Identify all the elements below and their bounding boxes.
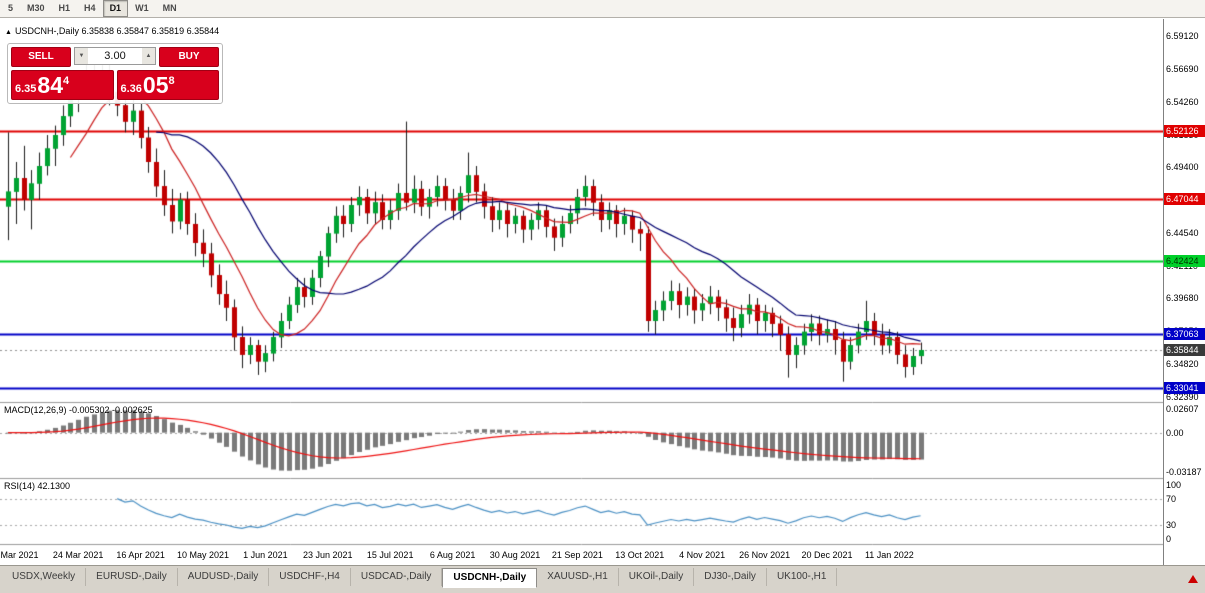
price-axis-label: 6.34820 — [1166, 358, 1199, 369]
timeframe-button-H4[interactable]: H4 — [84, 3, 96, 13]
chart-tab-usdchf-h4[interactable]: USDCHF-,H4 — [269, 568, 351, 586]
timeframe-button-M30[interactable]: M30 — [27, 3, 45, 13]
sell-button[interactable]: SELL — [11, 47, 71, 67]
chart-symbol-label: USDCNH-,Daily — [14, 26, 79, 36]
ask-price-small: 6.36 — [120, 83, 142, 95]
date-axis-label: 4 Nov 2021 — [679, 550, 726, 560]
timeframe-button-H1[interactable]: H1 — [58, 3, 71, 13]
timeframe-button-W1[interactable]: W1 — [135, 3, 149, 13]
chart-tab-usdx-weekly[interactable]: USDX,Weekly — [2, 568, 87, 586]
volume-decrease-icon[interactable]: ▼ — [75, 48, 88, 64]
price-axis-label: 6.56690 — [1166, 64, 1199, 75]
chart-tab-dj30-daily[interactable]: DJ30-,Daily — [694, 568, 767, 586]
price-axis-label: 6.32390 — [1166, 391, 1199, 402]
price-axis-label: 0.00 — [1166, 427, 1184, 438]
date-axis-label: 13 Oct 2021 — [615, 550, 665, 560]
date-axis-label: 16 Apr 2021 — [116, 550, 165, 560]
date-axis-label: 11 Jan 2022 — [864, 550, 914, 560]
chart-ohlc-values: 6.35838 6.35847 6.35819 6.35844 — [81, 26, 220, 36]
hline-price-badge: 6.52126 — [1164, 124, 1205, 137]
price-axis-label: -0.03187 — [1166, 467, 1202, 477]
chart-title: ▲ USDCNH-,Daily 6.35838 6.35847 6.35819 6… — [5, 26, 219, 36]
price-axis-label: 6.59120 — [1166, 31, 1199, 42]
ask-price-button[interactable]: 6.36 05 8 — [116, 70, 219, 100]
date-axis-label: 20 Dec 2021 — [801, 550, 853, 560]
timeframe-button-5[interactable]: 5 — [8, 3, 14, 13]
price-axis-label: 6.54260 — [1166, 96, 1199, 107]
bid-price-button[interactable]: 6.35 84 4 — [11, 70, 114, 100]
timeframe-button-D1[interactable]: D1 — [102, 0, 129, 17]
price-axis-label: 6.39680 — [1166, 293, 1199, 304]
ask-price-big: 05 — [142, 72, 169, 98]
rsi-indicator-label: RSI(14) 42.1300 — [4, 481, 71, 491]
chart-tab-audusd-daily[interactable]: AUDUSD-,Daily — [178, 568, 270, 586]
hline-price-badge: 6.37063 — [1164, 327, 1205, 340]
price-axis-label: 0 — [1166, 534, 1172, 544]
chart-tab-xauusd-h1[interactable]: XAUUSD-,H1 — [537, 568, 619, 586]
date-axis-label: 23 Jun 2021 — [303, 550, 353, 560]
price-axis-label: 6.44540 — [1166, 227, 1199, 238]
date-axis-label: 10 May 2021 — [176, 550, 230, 560]
chart-tab-ukoil-daily[interactable]: UKOil-,Daily — [619, 568, 695, 586]
price-axis-label: 100 — [1166, 480, 1182, 490]
date-axis-label: 1 Jun 2021 — [243, 550, 288, 560]
buy-button[interactable]: BUY — [159, 47, 219, 67]
hline-price-badge: 6.47044 — [1164, 193, 1205, 206]
one-click-panel-toggle-icon[interactable]: ▲ — [5, 29, 12, 36]
tabs-overflow-icon[interactable] — [1188, 575, 1198, 583]
date-axis-label: 24 Mar 2021 — [52, 550, 104, 560]
current-price-badge: 6.35844 — [1164, 344, 1205, 357]
date-axis-label: 15 Jul 2021 — [366, 550, 414, 560]
bid-price-small: 6.35 — [15, 83, 37, 95]
timeframe-toolbar: 5 M30 H1 H4 D1 W1 MN — [0, 0, 1205, 18]
price-axis-label: 70 — [1166, 493, 1177, 504]
chart-area: ▲ USDCNH-,Daily 6.35838 6.35847 6.35819 6… — [0, 19, 1163, 565]
date-axis-label: 21 Sep 2021 — [551, 550, 603, 560]
volume-input[interactable]: 3.00 — [104, 50, 126, 62]
ask-price-sup: 8 — [168, 75, 175, 87]
timeframe-button-MN[interactable]: MN — [162, 3, 177, 13]
macd-indicator-label: MACD(12,26,9) -0.005302 -0.002625 — [4, 405, 153, 415]
date-axis-label: 30 Aug 2021 — [489, 550, 541, 560]
bid-price-sup: 4 — [63, 75, 70, 87]
date-axis-label: 2 Mar 2021 — [0, 550, 39, 560]
one-click-trading-panel: SELL ▼ 3.00 ▲ BUY 6.35 84 4 6.36 05 8 — [7, 43, 223, 104]
chart-tab-eurusd-daily[interactable]: EURUSD-,Daily — [86, 568, 178, 586]
volume-control: ▼ 3.00 ▲ — [74, 47, 156, 65]
chart-tab-usdcad-daily[interactable]: USDCAD-,Daily — [351, 568, 443, 586]
price-chart-canvas[interactable] — [0, 19, 1163, 565]
date-axis-label: 26 Nov 2021 — [739, 550, 791, 560]
price-axis-label: 30 — [1166, 519, 1177, 530]
price-axis-label: 6.49400 — [1166, 162, 1199, 173]
bid-price-big: 84 — [37, 72, 64, 98]
hline-price-badge: 6.33041 — [1164, 381, 1205, 394]
chart-tab-bar: USDX,Weekly EURUSD-,Daily AUDUSD-,Daily USD… — [0, 565, 1205, 593]
hline-price-badge: 6.42424 — [1164, 255, 1205, 268]
price-axis[interactable]: 6.591206.566906.542606.518306.494006.469… — [1163, 19, 1205, 565]
date-axis-label: 6 Aug 2021 — [429, 550, 476, 560]
chart-tab-uk100-h1[interactable]: UK100-,H1 — [767, 568, 838, 586]
price-axis-label: 0.02607 — [1166, 404, 1199, 414]
volume-increase-icon[interactable]: ▲ — [142, 48, 155, 64]
chart-tab-usdcnh-daily[interactable]: USDCNH-,Daily — [442, 568, 538, 588]
